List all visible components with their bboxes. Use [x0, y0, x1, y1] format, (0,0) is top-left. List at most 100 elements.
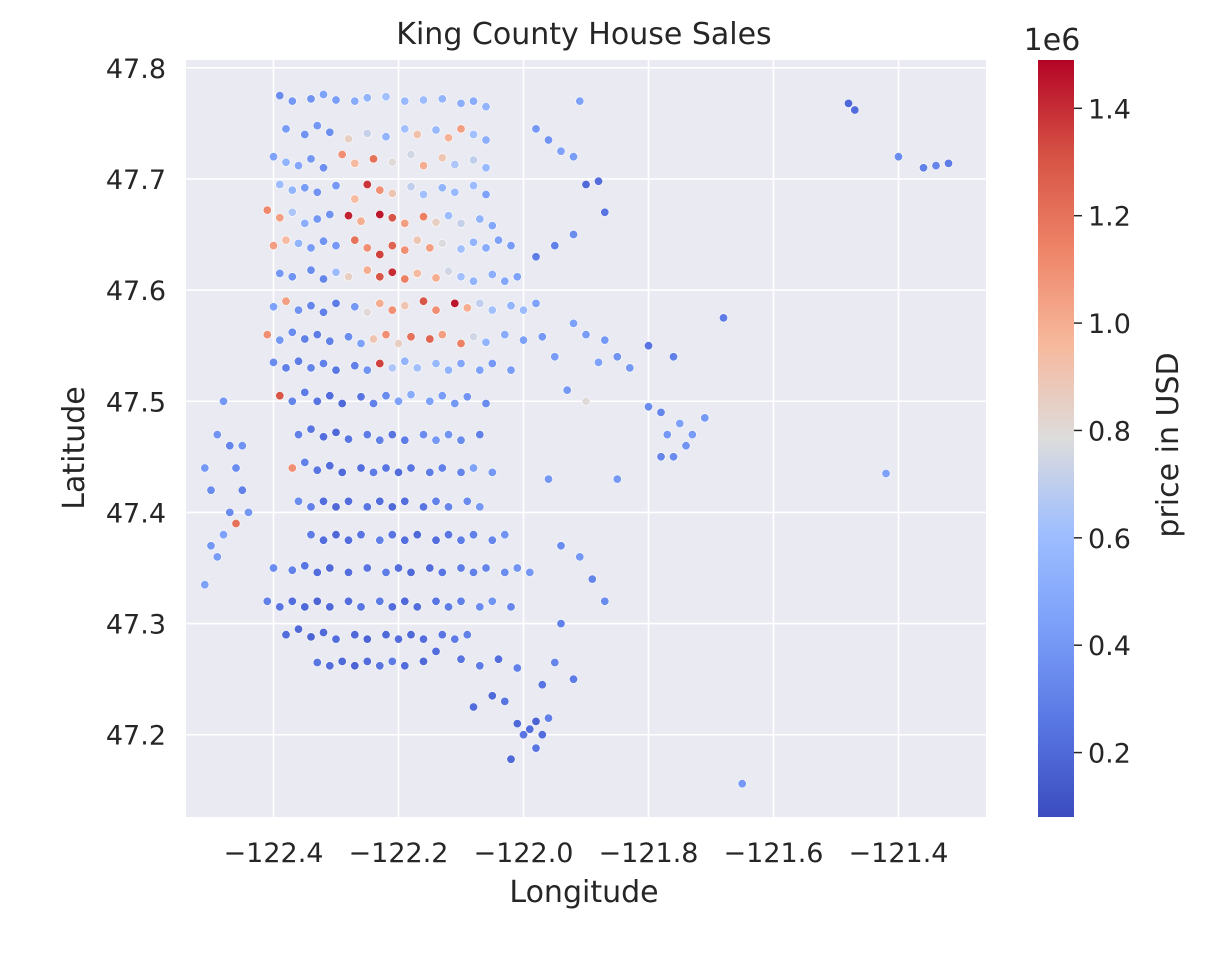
data-point — [481, 163, 491, 173]
data-point — [343, 272, 353, 282]
data-point — [318, 496, 328, 506]
data-point — [406, 630, 416, 640]
data-point — [437, 630, 447, 640]
data-point — [418, 161, 428, 171]
data-point — [312, 121, 322, 131]
data-point — [656, 407, 666, 417]
data-point — [506, 365, 516, 375]
plot-background — [186, 60, 986, 817]
data-point — [456, 338, 466, 348]
data-point — [850, 105, 860, 115]
data-point — [450, 160, 460, 170]
data-point — [431, 496, 441, 506]
data-point — [406, 567, 416, 577]
data-point — [431, 435, 441, 445]
data-point — [500, 530, 510, 540]
data-point — [437, 183, 447, 193]
data-point — [381, 463, 391, 473]
data-point — [331, 267, 341, 277]
data-point — [600, 596, 610, 606]
data-point — [387, 157, 397, 167]
data-point — [425, 396, 435, 406]
data-point — [431, 596, 441, 606]
data-point — [531, 252, 541, 262]
data-point — [506, 602, 516, 612]
data-point — [331, 181, 341, 191]
data-point — [593, 176, 603, 186]
data-point — [587, 574, 597, 584]
data-point — [418, 502, 428, 512]
data-point — [506, 754, 516, 764]
data-point — [375, 250, 385, 260]
data-point — [356, 392, 366, 402]
data-point — [456, 124, 466, 134]
data-point — [406, 463, 416, 473]
data-point — [306, 530, 316, 540]
data-point — [406, 390, 416, 400]
data-point — [518, 335, 528, 345]
data-point — [556, 619, 566, 629]
data-point — [381, 330, 391, 340]
data-point — [431, 535, 441, 545]
data-point — [287, 596, 297, 606]
data-point — [575, 96, 585, 106]
data-point — [331, 95, 341, 105]
y-tick-labels: 47.2 47.3 47.4 47.5 47.6 47.7 47.8 — [106, 54, 166, 752]
data-point — [456, 654, 466, 664]
data-point — [306, 502, 316, 512]
data-point — [312, 396, 322, 406]
data-point — [356, 216, 366, 226]
data-point — [543, 713, 553, 723]
data-point — [656, 452, 666, 462]
data-point — [200, 463, 210, 473]
data-point — [625, 363, 635, 373]
data-point — [400, 274, 410, 284]
data-point — [418, 634, 428, 644]
data-point — [318, 535, 328, 545]
data-point — [293, 496, 303, 506]
data-point — [431, 125, 441, 135]
data-point — [362, 180, 372, 190]
data-point — [287, 272, 297, 282]
data-point — [318, 90, 328, 100]
data-point — [368, 467, 378, 477]
data-point — [400, 661, 410, 671]
data-point — [487, 358, 497, 368]
data-point — [531, 716, 541, 726]
data-point — [387, 502, 397, 512]
data-point — [568, 318, 578, 328]
x-tick-label: −122.0 — [474, 838, 574, 869]
data-point — [500, 567, 510, 577]
colorbar-offset-label: 1e6 — [1024, 23, 1081, 58]
data-point — [400, 245, 410, 255]
data-point — [550, 241, 560, 251]
data-point — [318, 236, 328, 246]
data-point — [681, 441, 691, 451]
data-point — [512, 563, 522, 573]
data-point — [418, 296, 428, 306]
data-point — [412, 235, 422, 245]
data-point — [456, 272, 466, 282]
data-point — [387, 305, 397, 315]
x-tick-label: −122.2 — [349, 838, 449, 869]
data-point — [293, 356, 303, 366]
data-point — [293, 238, 303, 248]
data-point — [456, 467, 466, 477]
data-point — [437, 567, 447, 577]
data-point — [275, 335, 285, 345]
data-point — [325, 127, 335, 137]
data-point — [612, 352, 622, 362]
data-point — [244, 507, 254, 517]
data-point — [412, 602, 422, 612]
colorbar-tick-label: 0.8 — [1088, 416, 1131, 447]
data-point — [281, 630, 291, 640]
data-point — [487, 467, 497, 477]
data-point — [262, 330, 272, 340]
data-point — [600, 335, 610, 345]
data-point — [343, 211, 353, 221]
data-point — [400, 535, 410, 545]
data-point — [462, 303, 472, 313]
data-point — [237, 485, 247, 495]
data-point — [375, 596, 385, 606]
data-point — [281, 363, 291, 373]
